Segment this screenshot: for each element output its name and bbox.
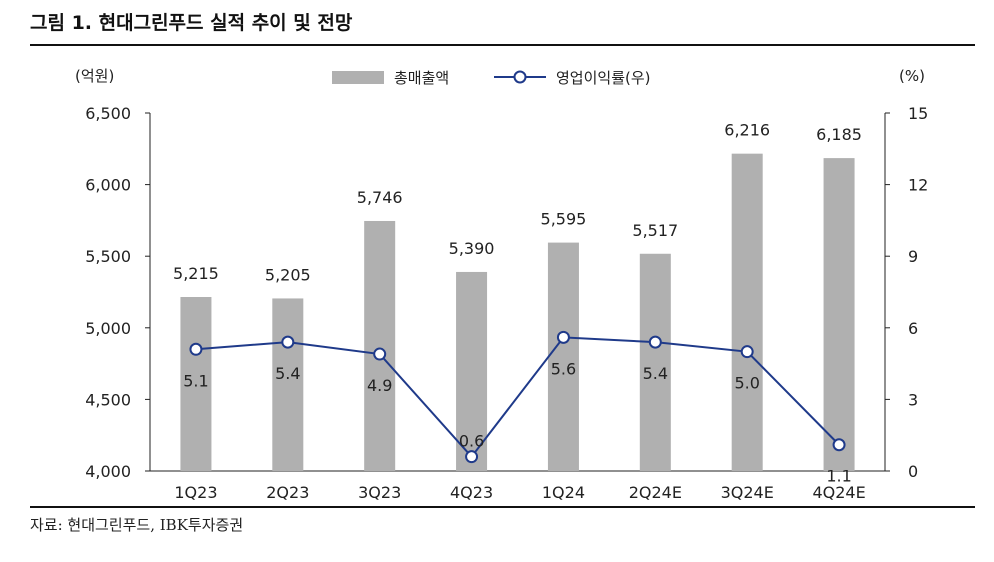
bar-value-label: 5,595 bbox=[541, 210, 587, 229]
line-path bbox=[195, 336, 840, 459]
legend-bar-swatch bbox=[332, 71, 384, 84]
right-tick-label: 6 bbox=[908, 319, 918, 338]
line-point bbox=[648, 335, 662, 349]
line-point bbox=[832, 438, 846, 452]
x-tick-label: 1Q23 bbox=[174, 483, 217, 502]
bar bbox=[272, 298, 304, 471]
x-tick-label: 4Q24E bbox=[812, 483, 865, 502]
bar-value-label: 5,205 bbox=[265, 265, 311, 284]
line-value-label: 1.1 bbox=[826, 467, 851, 486]
data-labels: 5,215 5,205 5,746 5,390 5,595 5,517 6,216 6,185… bbox=[173, 121, 862, 486]
bottom-rule bbox=[30, 506, 975, 508]
bar bbox=[364, 220, 396, 471]
bar-value-label: 5,517 bbox=[632, 221, 678, 240]
bar-value-label: 5,390 bbox=[449, 239, 495, 258]
right-tick-label: 9 bbox=[908, 247, 918, 266]
bar bbox=[180, 297, 212, 471]
bar-value-label: 6,216 bbox=[724, 121, 770, 140]
legend: 총매출액 영업이익률(우) bbox=[332, 69, 651, 87]
top-rule bbox=[30, 44, 975, 46]
left-tick-label: 6,000 bbox=[85, 176, 131, 195]
bar bbox=[547, 242, 579, 471]
bar-value-label: 5,215 bbox=[173, 264, 219, 283]
left-tick-label: 4,000 bbox=[85, 462, 131, 481]
figure-title: 그림 1. 현대그린푸드 실적 추이 및 전망 bbox=[30, 12, 353, 34]
right-tick-label: 15 bbox=[908, 104, 928, 123]
line-point bbox=[740, 345, 754, 359]
source-note: 자료: 현대그린푸드, IBK투자증권 bbox=[30, 516, 244, 534]
legend-line-marker bbox=[513, 70, 527, 84]
line-value-label: 5.1 bbox=[183, 371, 208, 390]
line-value-label: 5.6 bbox=[551, 359, 576, 378]
line-point bbox=[465, 450, 479, 464]
line-value-label: 5.0 bbox=[734, 374, 759, 393]
axes: 4,000 4,500 5,000 5,500 6,000 6,500 0 3 6 9 12 15 1Q… bbox=[85, 104, 928, 502]
bar bbox=[731, 153, 763, 471]
bar-value-label: 6,185 bbox=[816, 125, 862, 144]
left-tick-label: 5,000 bbox=[85, 319, 131, 338]
legend-line-label: 영업이익률(우) bbox=[556, 69, 651, 87]
bar bbox=[456, 271, 488, 471]
line-value-label: 4.9 bbox=[367, 376, 392, 395]
x-tick-label: 1Q24 bbox=[542, 483, 585, 502]
left-tick-label: 5,500 bbox=[85, 247, 131, 266]
bar bbox=[639, 253, 671, 471]
line-series bbox=[189, 330, 846, 464]
line-point bbox=[189, 342, 203, 356]
bar bbox=[823, 158, 855, 471]
x-tick-label: 2Q24E bbox=[629, 483, 682, 502]
left-tick-label: 6,500 bbox=[85, 104, 131, 123]
right-tick-label: 3 bbox=[908, 390, 918, 409]
line-value-label: 5.4 bbox=[643, 364, 668, 383]
x-tick-label: 4Q23 bbox=[450, 483, 493, 502]
right-tick-label: 12 bbox=[908, 176, 928, 195]
bar-series bbox=[180, 153, 855, 471]
right-tick-label: 0 bbox=[908, 462, 918, 481]
line-value-label: 0.6 bbox=[459, 432, 484, 451]
line-value-label: 5.4 bbox=[275, 364, 300, 383]
x-tick-label: 3Q23 bbox=[358, 483, 401, 502]
line-point bbox=[556, 330, 570, 344]
left-tick-label: 4,500 bbox=[85, 390, 131, 409]
line-point bbox=[373, 347, 387, 361]
line-point bbox=[281, 335, 295, 349]
x-tick-label: 3Q24E bbox=[721, 483, 774, 502]
right-axis-unit: (%) bbox=[899, 67, 925, 85]
left-axis-unit: (억원) bbox=[75, 67, 114, 85]
bar-value-label: 5,746 bbox=[357, 188, 403, 207]
x-tick-label: 2Q23 bbox=[266, 483, 309, 502]
legend-bar-label: 총매출액 bbox=[394, 69, 449, 87]
